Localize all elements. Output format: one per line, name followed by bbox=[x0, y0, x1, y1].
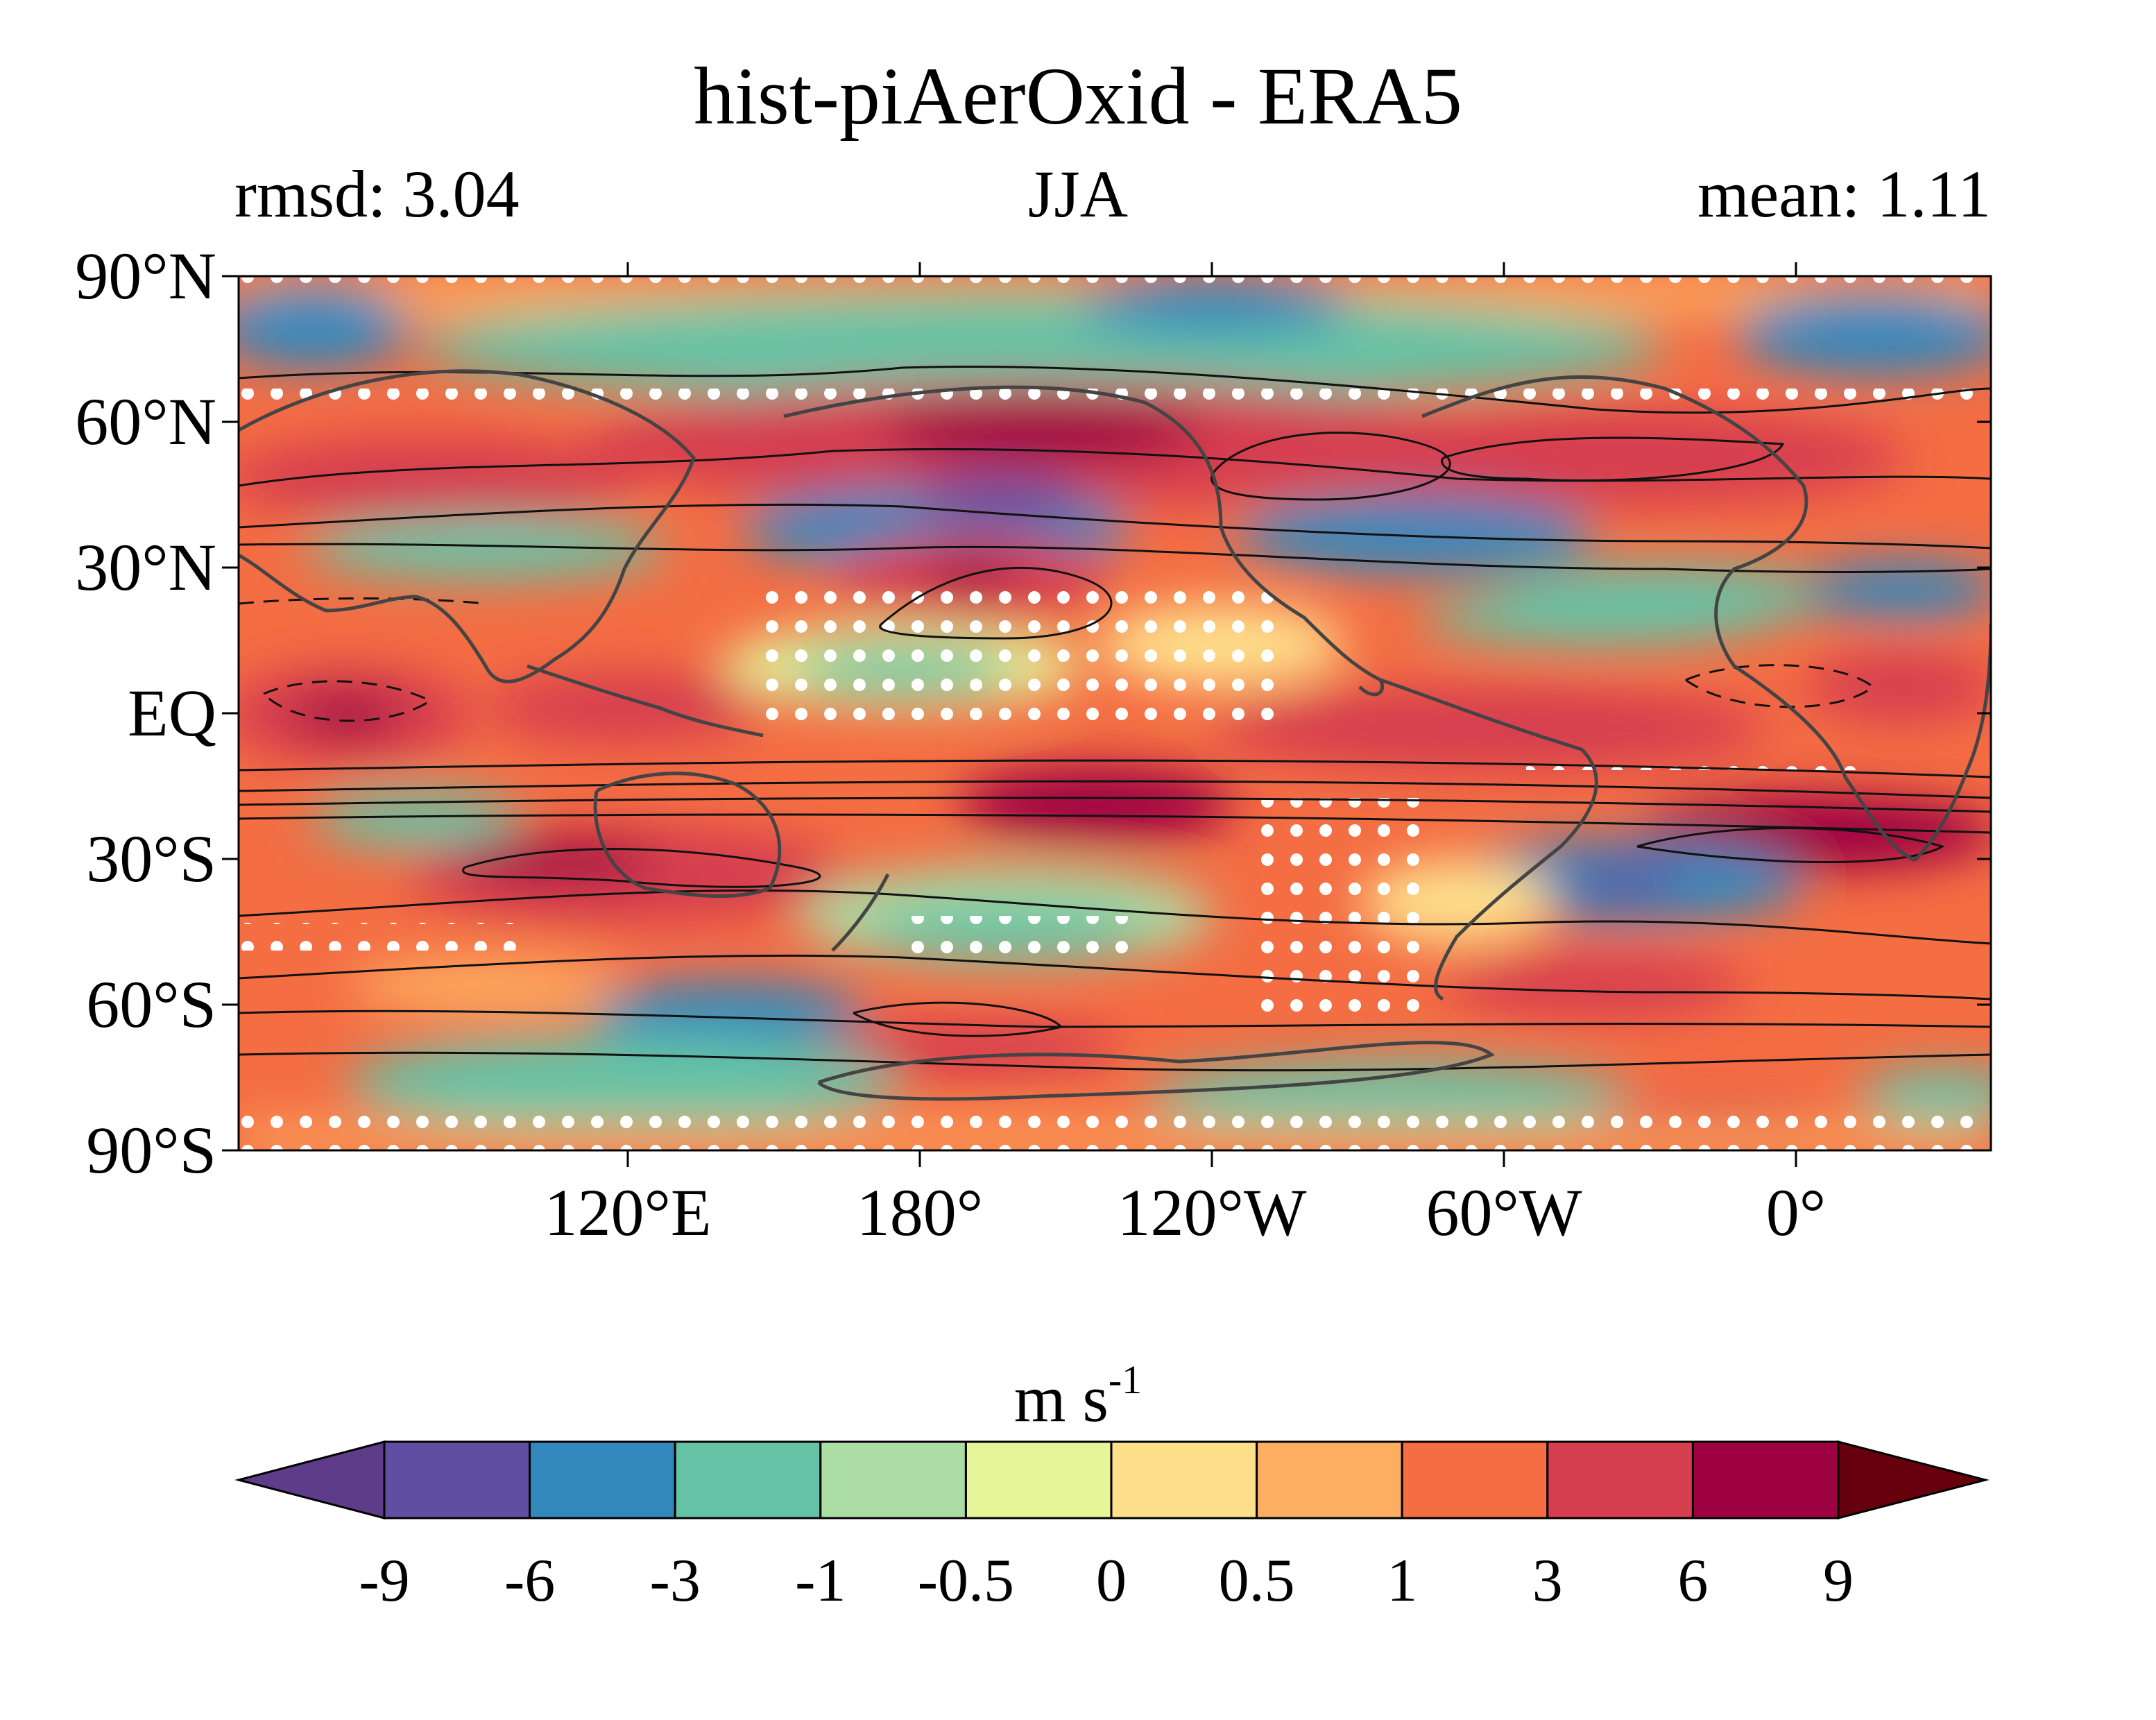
coastlines bbox=[239, 369, 1991, 1101]
lat-label-60s: 60°S bbox=[86, 967, 216, 1041]
colorbar-over-arrow bbox=[1837, 1440, 1990, 1519]
colorbar-tick-label: -0.5 bbox=[917, 1547, 1015, 1615]
colorbar bbox=[234, 1440, 1990, 1519]
colorbar-tick-label: -9 bbox=[359, 1547, 410, 1615]
mean-label: mean: 1.11 bbox=[1697, 157, 1991, 231]
colorbar-units-exponent: -1 bbox=[1108, 1357, 1143, 1402]
colorbar-swatch bbox=[1546, 1440, 1694, 1519]
map-title: hist-piAerOxid - ERA5 bbox=[694, 51, 1462, 142]
stippling bbox=[239, 278, 1991, 1150]
lat-label-90s: 90°S bbox=[86, 1113, 216, 1187]
colorbar-tick-label: 9 bbox=[1823, 1547, 1854, 1615]
colorbar-swatch bbox=[819, 1440, 967, 1519]
negative-contours bbox=[239, 597, 1875, 722]
lon-label-60w: 60°W bbox=[1426, 1175, 1582, 1250]
lon-label-120e: 120°E bbox=[544, 1175, 712, 1250]
wind-anomaly-field bbox=[239, 276, 1991, 1150]
colorbar-tick-label: -6 bbox=[504, 1547, 556, 1615]
lon-label-0: 0° bbox=[1765, 1175, 1826, 1250]
colorbar-tick-label: 0 bbox=[1096, 1547, 1127, 1615]
colorbar-swatch bbox=[1691, 1440, 1840, 1519]
colorbar-tick-label: 6 bbox=[1677, 1547, 1709, 1615]
lon-label-180: 180° bbox=[856, 1175, 984, 1250]
colorbar-swatch bbox=[964, 1440, 1113, 1519]
colorbar-swatch bbox=[1401, 1440, 1549, 1519]
lat-label-30s: 30°S bbox=[86, 821, 216, 896]
lat-label-90n: 90°N bbox=[75, 239, 216, 313]
season-label: JJA bbox=[1027, 157, 1129, 231]
colorbar-tick-label: 0.5 bbox=[1218, 1547, 1295, 1615]
colorbar-swatch bbox=[1110, 1440, 1258, 1519]
colorbar-tick-label: -1 bbox=[795, 1547, 846, 1615]
colorbar-swatch bbox=[383, 1440, 531, 1519]
climatology-contours bbox=[239, 365, 1991, 1072]
lat-label-30n: 30°N bbox=[75, 530, 216, 604]
axis-ticks bbox=[222, 262, 1991, 1167]
colorbar-swatch bbox=[674, 1440, 822, 1519]
colorbar-tick-label: 1 bbox=[1387, 1547, 1418, 1615]
colorbar-tick-label: -3 bbox=[649, 1547, 701, 1615]
colorbar-units-base: m s bbox=[1013, 1361, 1109, 1436]
colorbar-under-arrow bbox=[234, 1440, 386, 1519]
lon-label-120w: 120°W bbox=[1117, 1175, 1307, 1250]
lat-label-eq: EQ bbox=[128, 676, 216, 750]
rmsd-label: rmsd: 3.04 bbox=[234, 157, 520, 231]
colorbar-units: m s-1 bbox=[0, 1360, 2156, 1432]
colorbar-swatch bbox=[1256, 1440, 1403, 1519]
colorbar-tick-label: 3 bbox=[1532, 1547, 1563, 1615]
colorbar-swatch bbox=[529, 1440, 676, 1519]
lat-label-60n: 60°N bbox=[75, 384, 216, 459]
